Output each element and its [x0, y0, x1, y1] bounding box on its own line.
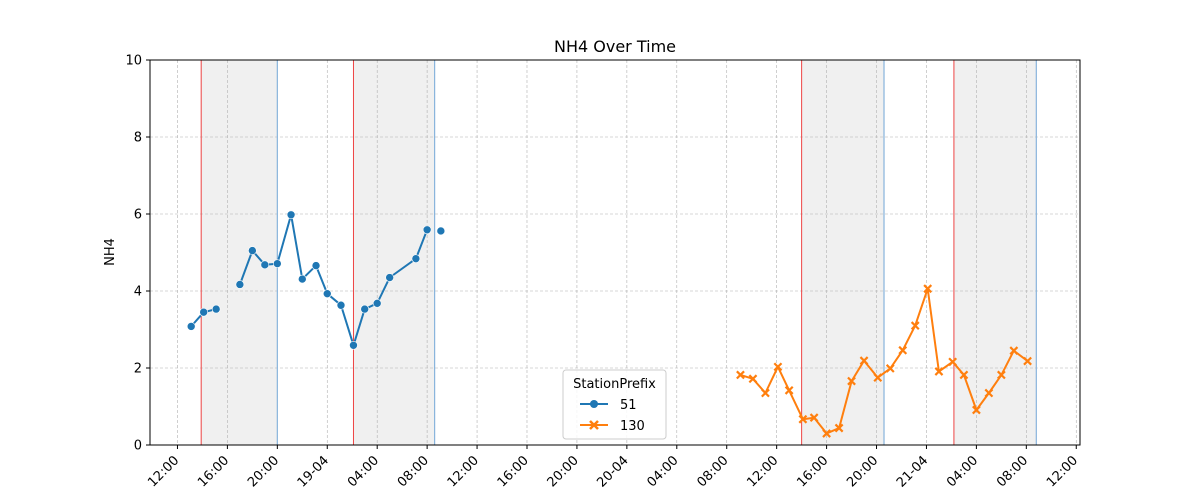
series-51 [186, 210, 446, 350]
series-51-point-1-3 [273, 259, 282, 268]
series-51-point-1-0 [235, 280, 245, 289]
y-tick-label-0: 0 [134, 439, 142, 454]
series-130-point-0-16 [934, 367, 944, 376]
series-51-point-1-9 [349, 340, 358, 350]
x-axis-ticks: 12:00 16:00 20:00 19-04 04:00 08:00 12:00 16:00… [145, 445, 1081, 491]
y-tick-label-4: 4 [134, 285, 142, 300]
shaded-periods [201, 60, 1037, 445]
series-51-point-1-13 [411, 254, 421, 263]
series-130-point-0-7 [822, 429, 831, 438]
x-tick-label-9: 20-04 [594, 453, 631, 490]
series-130-point-0-22 [1009, 346, 1019, 356]
x-tick-label-7: 16:00 [495, 453, 532, 490]
series-51-point-2-0 [436, 226, 446, 236]
chart-title: NH4 Over Time [554, 37, 676, 56]
x-tick-label-8: 20:00 [545, 453, 582, 490]
series-130-point-0-6 [809, 413, 819, 423]
series-51-point-1-6 [311, 261, 321, 270]
legend-title: StationPrefix [573, 377, 656, 392]
series-51-point-0-2 [211, 304, 221, 314]
series-51-point-1-2 [260, 260, 270, 270]
series-130-point-0-2 [761, 388, 770, 398]
x-tick-label-11: 08:00 [694, 453, 731, 490]
series-51-point-0-0 [186, 322, 196, 331]
series-130-point-0-11 [873, 373, 883, 383]
shaded-period-2 [801, 60, 885, 445]
x-tick-label-2: 20:00 [245, 453, 282, 490]
series-130-point-0-20 [984, 388, 994, 398]
series-130-point-0-14 [910, 321, 920, 331]
series-layer [186, 210, 1032, 438]
shaded-period-0 [201, 60, 278, 445]
legend-marker-51-dot [590, 400, 598, 408]
x-tick-label-10: 04:00 [645, 453, 682, 490]
x-tick-label-12: 12:00 [744, 453, 781, 490]
series-51-point-1-14 [422, 225, 432, 235]
series-130-point-0-5 [798, 414, 808, 424]
series-51-point-0-1 [199, 307, 208, 317]
series-130-point-0-1 [748, 374, 758, 384]
series-130-point-0-23 [1023, 356, 1032, 366]
series-130-point-0-8 [834, 423, 844, 433]
series-130-point-0-15 [923, 284, 933, 294]
x-tick-label-18: 12:00 [1044, 453, 1081, 490]
legend-label-51: 51 [620, 398, 637, 413]
legend-marker-130-x [589, 420, 599, 430]
series-130-point-0-4 [784, 385, 794, 395]
legend: StationPrefix 51 130 [562, 369, 667, 440]
legend-label-130: 130 [620, 419, 645, 434]
x-tick-label-6: 12:00 [445, 453, 482, 490]
x-tick-label-16: 04:00 [944, 453, 981, 490]
shaded-period-1 [353, 60, 435, 445]
series-130-point-0-17 [948, 357, 958, 367]
series-51-point-1-10 [360, 304, 370, 314]
series-51-point-1-4 [286, 210, 296, 220]
series-51-point-1-8 [336, 300, 346, 310]
series-130-point-0-18 [959, 370, 969, 380]
series-51-point-1-12 [385, 273, 394, 282]
series-130-point-0-10 [859, 356, 869, 366]
series-130-point-0-19 [972, 405, 981, 415]
plot-frame [149, 59, 1081, 446]
shaded-period-3 [953, 60, 1037, 445]
series-51-point-1-11 [372, 299, 382, 308]
series-130-point-0-0 [736, 370, 745, 380]
series-51-point-1-7 [322, 289, 332, 298]
series-51-point-1-5 [297, 274, 307, 284]
series-130-point-0-12 [885, 364, 895, 373]
y-tick-label-6: 6 [134, 208, 142, 223]
legend-box [562, 369, 667, 440]
series-130 [736, 284, 1032, 438]
x-tick-label-17: 08:00 [994, 453, 1031, 490]
y-tick-label-10: 10 [125, 54, 142, 69]
y-tick-label-8: 8 [134, 131, 142, 146]
x-tick-label-4: 04:00 [345, 453, 382, 490]
x-tick-label-1: 16:00 [195, 453, 232, 490]
x-tick-label-15: 21-04 [894, 453, 931, 490]
series-130-point-0-21 [996, 370, 1006, 380]
y-axis-ticks: 0 2 4 6 8 10 [125, 54, 150, 454]
series-130-point-0-9 [847, 376, 856, 386]
x-tick-label-5: 08:00 [395, 453, 432, 490]
y-axis-label: NH4 [103, 238, 118, 266]
y-tick-label-2: 2 [134, 362, 142, 377]
x-tick-label-14: 20:00 [844, 453, 881, 490]
period-boundary-lines [200, 60, 1037, 445]
series-130-point-0-13 [898, 345, 908, 355]
x-tick-label-3: 19-04 [295, 453, 332, 490]
x-tick-label-0: 12:00 [145, 453, 182, 490]
series-51-point-1-1 [248, 246, 257, 255]
series-130-point-0-3 [773, 362, 783, 372]
x-tick-label-13: 16:00 [794, 453, 831, 490]
